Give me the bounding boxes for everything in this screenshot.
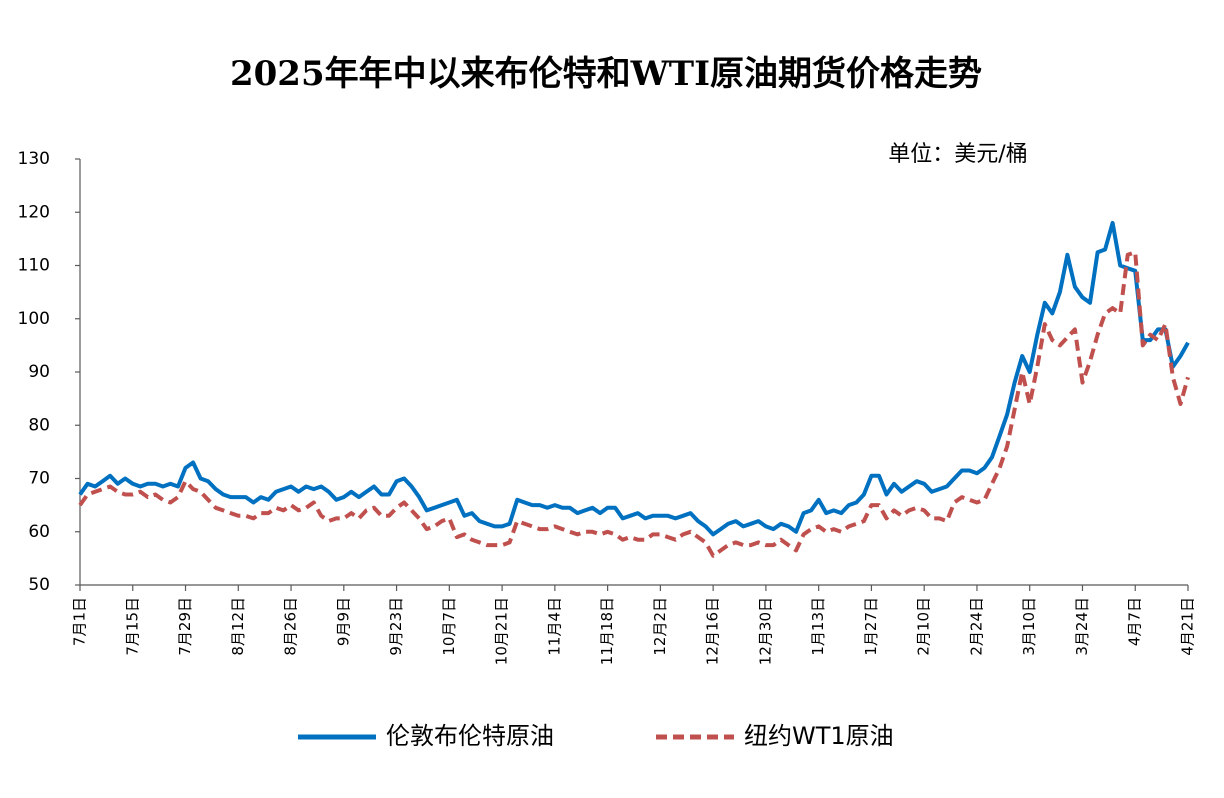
x-tick-label: 3月10日 [1020,597,1038,656]
y-tick-label: 90 [28,362,50,382]
y-tick-label: 110 [18,256,50,276]
x-tick-label: 12月30日 [756,597,774,665]
x-tick-label: 1月27日 [862,597,880,656]
legend-label: 纽约WT1原油 [744,722,894,750]
y-tick-label: 130 [18,149,50,169]
x-tick-label: 2月24日 [967,597,985,656]
legend-label: 伦敦布伦特原油 [386,722,554,750]
x-tick-label: 1月13日 [809,597,827,656]
y-tick-label: 120 [18,202,50,222]
x-tick-label: 8月26日 [282,597,300,656]
x-tick-label: 11月4日 [545,597,563,656]
line-series [78,250,1190,558]
x-tick-label: 7月15日 [123,597,141,656]
x-tick-label: 9月9日 [334,597,352,646]
x-tick-label: 10月21日 [493,597,511,665]
y-tick-label: 80 [28,415,50,435]
x-tick-label: 7月1日 [71,597,89,646]
line-series [78,220,1190,537]
x-tick-label: 4月21日 [1179,597,1197,656]
x-tick-label: 8月12日 [229,597,247,656]
y-tick-label: 70 [28,469,50,489]
x-tick-label: 9月23日 [387,597,405,656]
x-tick-label: 2月10日 [915,597,933,656]
x-tick-label: 10月7日 [440,597,458,656]
y-tick-label: 100 [18,309,50,329]
chart-title: 2025年年中以来布伦特和WTI原油期货价格走势 [230,54,982,94]
y-tick-label: 60 [28,522,50,542]
x-tick-label: 12月2日 [651,597,669,656]
y-tick-label: 50 [28,575,50,595]
x-tick-label: 7月29日 [176,597,194,656]
x-tick-label: 11月18日 [598,597,616,665]
x-tick-label: 3月24日 [1073,597,1091,656]
x-tick-label: 12月16日 [704,597,722,665]
unit-label: 单位：美元/桶 [888,142,1027,167]
x-tick-label: 4月7日 [1126,597,1144,646]
